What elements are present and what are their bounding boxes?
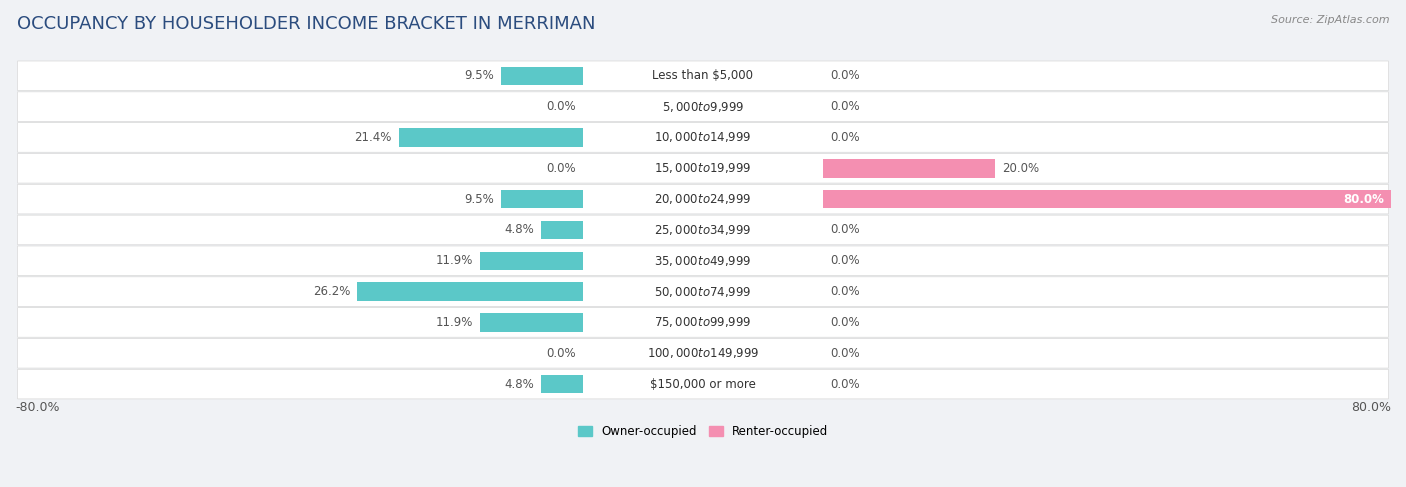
Text: 0.0%: 0.0% (831, 100, 860, 113)
Text: 0.0%: 0.0% (831, 316, 860, 329)
Bar (357, 282, 582, 301)
FancyBboxPatch shape (18, 153, 1388, 183)
FancyBboxPatch shape (18, 92, 1388, 121)
Bar (824, 159, 995, 178)
Text: 80.0%: 80.0% (1343, 193, 1384, 206)
Legend: Owner-occupied, Renter-occupied: Owner-occupied, Renter-occupied (572, 421, 834, 443)
Bar (541, 221, 582, 239)
Text: 0.0%: 0.0% (831, 285, 860, 298)
Text: 0.0%: 0.0% (546, 347, 575, 360)
FancyBboxPatch shape (18, 308, 1388, 337)
Text: 9.5%: 9.5% (464, 193, 494, 206)
FancyBboxPatch shape (18, 369, 1388, 399)
Bar (501, 67, 582, 85)
Text: 0.0%: 0.0% (831, 377, 860, 391)
Text: 0.0%: 0.0% (831, 224, 860, 237)
Text: $20,000 to $24,999: $20,000 to $24,999 (654, 192, 752, 206)
Text: Less than $5,000: Less than $5,000 (652, 69, 754, 82)
Text: $50,000 to $74,999: $50,000 to $74,999 (654, 284, 752, 299)
Text: 0.0%: 0.0% (831, 131, 860, 144)
Text: 80.0%: 80.0% (1351, 401, 1391, 414)
Text: 26.2%: 26.2% (314, 285, 350, 298)
FancyBboxPatch shape (18, 215, 1388, 245)
Text: OCCUPANCY BY HOUSEHOLDER INCOME BRACKET IN MERRIMAN: OCCUPANCY BY HOUSEHOLDER INCOME BRACKET … (17, 15, 595, 33)
FancyBboxPatch shape (18, 184, 1388, 214)
Text: 11.9%: 11.9% (436, 254, 474, 267)
Text: 0.0%: 0.0% (546, 162, 575, 175)
Bar (398, 128, 582, 147)
Text: 0.0%: 0.0% (831, 347, 860, 360)
Text: $5,000 to $9,999: $5,000 to $9,999 (662, 100, 744, 113)
Bar (481, 313, 582, 332)
Text: $75,000 to $99,999: $75,000 to $99,999 (654, 316, 752, 329)
Text: 0.0%: 0.0% (831, 69, 860, 82)
Text: $15,000 to $19,999: $15,000 to $19,999 (654, 161, 752, 175)
Text: $10,000 to $14,999: $10,000 to $14,999 (654, 131, 752, 145)
Text: 4.8%: 4.8% (505, 377, 534, 391)
FancyBboxPatch shape (18, 277, 1388, 306)
FancyBboxPatch shape (18, 246, 1388, 276)
Text: Source: ZipAtlas.com: Source: ZipAtlas.com (1271, 15, 1389, 25)
Bar (824, 190, 1406, 208)
Text: 0.0%: 0.0% (546, 100, 575, 113)
Text: 9.5%: 9.5% (464, 69, 494, 82)
Text: -80.0%: -80.0% (15, 401, 59, 414)
Text: 11.9%: 11.9% (436, 316, 474, 329)
Text: 20.0%: 20.0% (1002, 162, 1039, 175)
Text: 0.0%: 0.0% (831, 254, 860, 267)
Bar (541, 375, 582, 393)
Text: $150,000 or more: $150,000 or more (650, 377, 756, 391)
FancyBboxPatch shape (18, 61, 1388, 91)
Text: $35,000 to $49,999: $35,000 to $49,999 (654, 254, 752, 268)
FancyBboxPatch shape (18, 338, 1388, 368)
Text: $100,000 to $149,999: $100,000 to $149,999 (647, 346, 759, 360)
FancyBboxPatch shape (18, 123, 1388, 152)
Text: 4.8%: 4.8% (505, 224, 534, 237)
Text: $25,000 to $34,999: $25,000 to $34,999 (654, 223, 752, 237)
Bar (481, 251, 582, 270)
Text: 21.4%: 21.4% (354, 131, 392, 144)
Bar (501, 190, 582, 208)
